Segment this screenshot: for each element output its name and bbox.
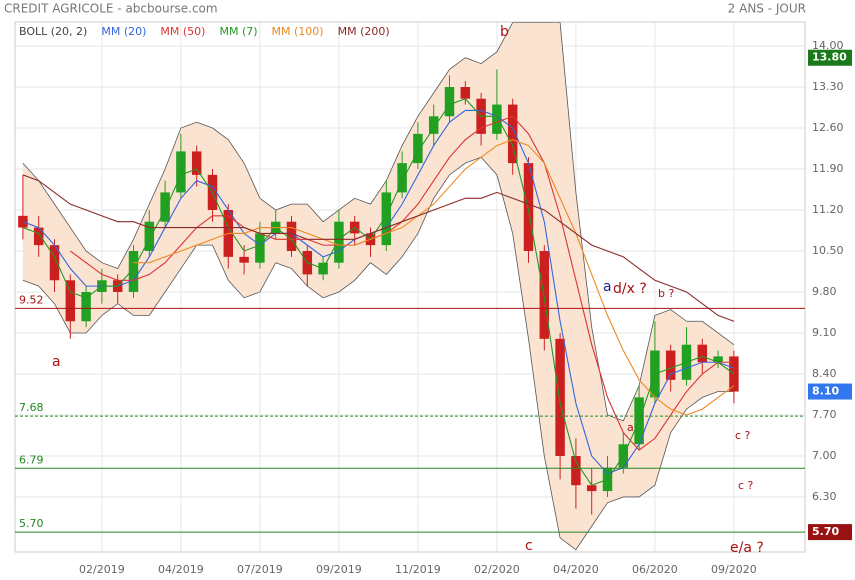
x-tick-label: 04/2019	[158, 563, 204, 576]
candle-body	[523, 163, 534, 251]
x-tick-label: 06/2020	[632, 563, 678, 576]
bollinger-upper	[22, 22, 735, 422]
candle-body	[697, 344, 708, 363]
y-tick-label: 9.10	[812, 326, 837, 339]
price-tag	[808, 383, 852, 400]
y-tick-label: 7.00	[812, 449, 837, 462]
candle-body	[160, 192, 170, 222]
candle-body	[65, 280, 76, 322]
chart-subtitle: 2 ANS - JOUR	[728, 2, 806, 16]
x-tick-label: 02/2019	[79, 563, 125, 576]
y-tick-label: 7.70	[812, 408, 837, 421]
candle-body	[460, 87, 471, 99]
y-tick-label: 10.50	[812, 244, 844, 257]
candle-body	[128, 250, 139, 292]
candle-body	[49, 245, 60, 281]
ma-line	[22, 98, 735, 486]
annotation: c ?	[738, 479, 754, 492]
candle-body	[286, 221, 297, 251]
y-tick-label: 8.40	[812, 367, 837, 380]
y-tick-label: 9.80	[812, 285, 837, 298]
legend-entry: MM (200)	[338, 25, 390, 38]
candle-body	[413, 133, 423, 164]
annotation: a	[52, 354, 61, 370]
legend-entry: BOLL (20, 2)	[19, 25, 87, 38]
candle-body	[586, 485, 597, 492]
price-tag	[808, 524, 852, 541]
candle-body	[239, 256, 249, 263]
annotation: a	[603, 279, 612, 295]
candle-body	[397, 163, 407, 193]
level-label: 5.70	[19, 517, 44, 530]
x-tick-label: 04/2020	[553, 563, 599, 576]
legend-entry: MM (50)	[160, 25, 205, 38]
price-tag	[808, 49, 852, 66]
candle-body	[33, 227, 44, 246]
chart-title: CREDIT AGRICOLE - abcbourse.com	[4, 2, 218, 16]
price-tag-label: 8.10	[812, 385, 839, 398]
legend-entry: MM (100)	[272, 25, 324, 38]
y-tick-label: 13.30	[812, 80, 844, 93]
candle-body	[444, 87, 455, 117]
annotation: a	[627, 421, 634, 434]
candle-body	[255, 233, 265, 263]
candle-body	[381, 192, 392, 246]
y-tick-label: 14.00	[812, 39, 844, 52]
candle-body	[176, 151, 186, 193]
candle-body	[144, 221, 155, 251]
candle-body	[334, 221, 344, 263]
annotation: c ?	[735, 429, 751, 442]
annotation: d/x ?	[613, 281, 647, 297]
level-label: 9.52	[19, 293, 44, 306]
level-label: 7.68	[19, 401, 44, 414]
y-tick-label: 11.20	[812, 203, 844, 216]
candle-body	[507, 104, 518, 164]
candle-body	[81, 291, 91, 322]
x-tick-label: 09/2019	[316, 563, 362, 576]
y-tick-label: 11.90	[812, 162, 844, 175]
candle-body	[571, 455, 581, 486]
x-tick-label: 07/2019	[237, 563, 283, 576]
x-tick-label: 09/2020	[711, 563, 757, 576]
y-tick-label: 6.30	[812, 490, 837, 503]
annotation: e/a ?	[730, 540, 764, 556]
legend-entry: MM (20)	[101, 25, 146, 38]
annotation: b ?	[658, 287, 674, 300]
candle-body	[191, 151, 202, 175]
level-label: 6.79	[19, 453, 44, 466]
plot-frame	[14, 21, 806, 553]
annotation: c	[525, 538, 533, 554]
ma-line	[22, 174, 735, 322]
candle-body	[428, 116, 439, 134]
y-tick-label: 12.60	[812, 121, 844, 134]
annotation: b	[500, 24, 509, 40]
ma-line	[133, 139, 735, 416]
candle-body	[665, 350, 676, 380]
plot-area	[15, 22, 805, 552]
legend-entry: MM (7)	[219, 25, 257, 38]
price-tag-label: 5.70	[812, 525, 839, 538]
x-tick-label: 11/2019	[395, 563, 441, 576]
candle-body	[713, 356, 723, 363]
x-tick-label: 02/2020	[474, 563, 520, 576]
bollinger-lower	[22, 156, 734, 551]
price-tag-label: 13.80	[812, 51, 847, 64]
candle-body	[555, 338, 565, 456]
candle-body	[492, 104, 502, 134]
